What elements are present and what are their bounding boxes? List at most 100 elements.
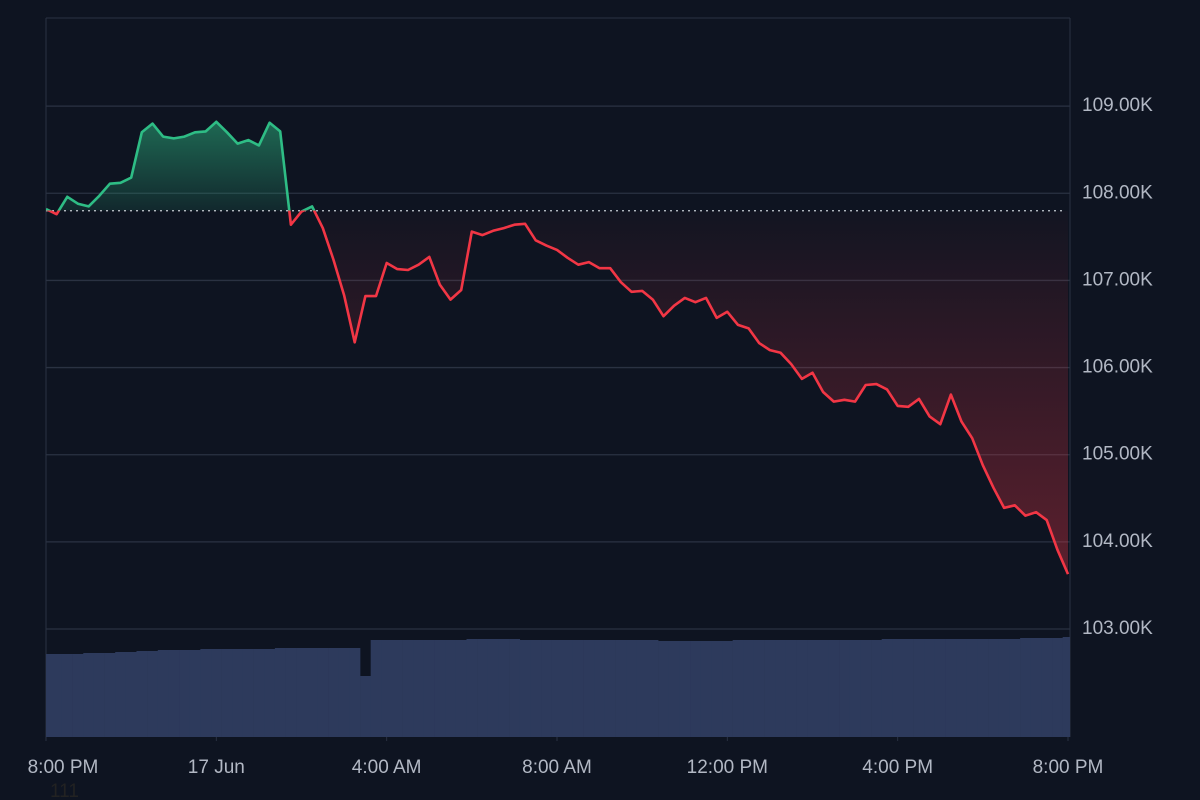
volume-bar <box>572 640 584 737</box>
volume-bar <box>860 640 872 737</box>
price-line <box>46 120 1070 575</box>
volume-bar <box>423 640 435 737</box>
volume-bar <box>221 649 233 737</box>
volume-bar <box>892 639 904 737</box>
volume-bar <box>551 640 563 737</box>
volume-bar <box>274 648 286 737</box>
volume-bar <box>679 641 691 737</box>
volume-bar <box>51 654 63 737</box>
volume-bar <box>1052 638 1063 737</box>
volume-bar <box>764 640 776 737</box>
volume-bar <box>519 640 531 737</box>
volume-bar <box>743 640 755 737</box>
volume-bar <box>541 640 552 737</box>
volume-bar <box>658 641 670 737</box>
volume-bar <box>913 639 925 737</box>
volume-bar <box>296 648 308 737</box>
volume-bar <box>615 640 627 737</box>
x-tick-label: 12:00 PM <box>687 757 768 778</box>
y-tick-label: 105.00K <box>1082 444 1153 465</box>
volume-bar <box>466 639 478 737</box>
volume-bar <box>477 639 489 737</box>
volume-bar <box>902 639 914 737</box>
volume-bar <box>871 640 882 737</box>
x-tick-label: 4:00 PM <box>862 757 933 778</box>
volume-bar <box>157 650 169 737</box>
volume-bar <box>498 639 510 737</box>
y-tick-label: 108.00K <box>1082 182 1153 203</box>
volume-bar <box>445 640 457 737</box>
volume-bar <box>200 649 212 737</box>
volume-bar <box>849 640 861 737</box>
y-tick-label: 106.00K <box>1082 357 1153 378</box>
volume-bar <box>966 639 978 737</box>
volume-bar <box>530 640 542 737</box>
volume-bar <box>83 653 95 737</box>
volume-bar <box>136 651 148 737</box>
volume-bar <box>328 648 340 737</box>
volume-bar <box>125 652 137 737</box>
volume-bar <box>988 639 1000 737</box>
volume-bar <box>242 649 254 737</box>
volume-bar <box>583 640 595 737</box>
volume-bar <box>753 640 765 737</box>
volume-bar <box>945 639 957 737</box>
volume-bar <box>147 651 159 737</box>
volume-bar <box>934 639 946 737</box>
volume-bar <box>956 639 968 737</box>
volume-bar <box>594 640 606 737</box>
volume-bar <box>732 640 744 737</box>
volume-bar <box>881 639 893 737</box>
y-tick-label: 104.00K <box>1082 531 1153 552</box>
volume-bar <box>817 640 829 737</box>
x-tick-label: 4:00 AM <box>352 757 422 778</box>
volume-bar <box>285 648 297 737</box>
volume-bar <box>381 640 393 737</box>
volume-bar <box>1030 638 1042 737</box>
volume-bar <box>1009 639 1021 737</box>
volume-bar <box>264 649 276 737</box>
volume-bar <box>391 640 403 737</box>
y-tick-label: 109.00K <box>1082 95 1153 116</box>
volume-bar <box>977 639 989 737</box>
volume-bar <box>1020 638 1032 737</box>
volume-bar <box>93 653 105 737</box>
volume-bar <box>807 640 819 737</box>
volume-bar <box>604 640 616 737</box>
x-tick-label: 17 Jun <box>188 757 245 778</box>
volume-bar <box>828 640 840 737</box>
volume-bar <box>839 640 851 737</box>
volume-bar <box>61 654 73 737</box>
volume-bar <box>626 640 638 737</box>
volume-bar <box>72 654 84 737</box>
volume-bar <box>104 653 116 737</box>
volume-bar <box>700 641 712 737</box>
volume-bar <box>370 640 382 737</box>
volume-bar <box>690 641 702 737</box>
volume-bar <box>998 639 1010 737</box>
volume-bar <box>1062 637 1070 737</box>
volume-bar <box>402 640 414 737</box>
volume-bar <box>636 640 648 737</box>
volume-bar <box>711 641 723 737</box>
volume-bar <box>924 639 936 737</box>
volume-bar <box>509 639 521 737</box>
volume-bar <box>211 649 222 737</box>
volume-bar <box>413 640 425 737</box>
area-fill <box>46 121 1068 575</box>
volume-bar <box>1041 638 1053 737</box>
volume-bar <box>46 654 52 737</box>
volume-bar <box>189 650 201 737</box>
volume-bar <box>647 640 659 737</box>
volume-bar <box>487 639 499 737</box>
volume-bar <box>306 648 318 737</box>
volume-bar <box>253 649 265 737</box>
volume-bar <box>168 650 180 737</box>
volume-bar <box>562 640 574 737</box>
volume-bar <box>796 640 808 737</box>
volume-bar <box>115 652 127 737</box>
volume-bar <box>338 648 350 737</box>
volume-bar <box>668 641 680 737</box>
volume-bar <box>775 640 787 737</box>
